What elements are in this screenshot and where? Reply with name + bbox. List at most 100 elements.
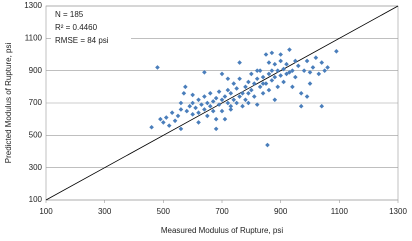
data-point	[228, 103, 234, 109]
data-point	[187, 103, 193, 109]
data-point	[319, 103, 325, 109]
data-point	[155, 65, 160, 70]
data-point	[172, 118, 178, 124]
reference-line	[45, 5, 399, 201]
data-point	[210, 99, 216, 104]
data-point	[175, 113, 181, 119]
data-point	[263, 81, 269, 86]
data-point	[295, 63, 301, 69]
data-point	[290, 84, 295, 90]
data-point	[251, 81, 257, 86]
data-point	[193, 105, 198, 111]
y-tick-label: 300	[29, 163, 43, 172]
data-point	[190, 100, 195, 106]
data-point	[304, 58, 310, 64]
data-point	[254, 68, 260, 73]
data-point	[304, 94, 310, 99]
x-tick-label: 500	[157, 207, 171, 216]
data-point	[275, 68, 281, 73]
data-point	[313, 55, 319, 61]
data-point	[190, 112, 195, 117]
y-tick-label: 700	[29, 98, 43, 107]
data-point	[213, 95, 219, 101]
data-point	[278, 52, 283, 57]
data-point	[307, 69, 313, 75]
data-point	[216, 102, 222, 107]
data-point	[222, 94, 228, 99]
annotation: RMSE = 84 psi	[55, 36, 109, 45]
data-point	[249, 71, 254, 77]
data-point	[266, 60, 272, 65]
data-point	[293, 74, 298, 80]
y-tick-label: 500	[29, 130, 43, 139]
data-point	[202, 69, 207, 75]
data-point	[149, 124, 154, 130]
y-tick-label: 1300	[24, 1, 42, 10]
x-tick-label: 100	[39, 207, 53, 216]
data-point	[205, 100, 210, 106]
data-point	[301, 68, 307, 73]
data-point	[243, 84, 248, 90]
data-point	[284, 61, 289, 67]
data-point	[272, 61, 278, 67]
data-point	[210, 108, 216, 114]
data-point	[269, 78, 275, 83]
annotation: N = 185	[55, 10, 84, 19]
data-point	[190, 92, 195, 98]
data-point	[225, 87, 231, 93]
data-point	[293, 58, 298, 64]
data-point	[196, 97, 201, 103]
y-tick-label: 100	[29, 195, 43, 204]
y-tick-label: 900	[29, 66, 43, 75]
data-point	[290, 68, 295, 73]
data-point	[178, 107, 184, 112]
data-point	[202, 107, 207, 112]
data-point	[234, 86, 239, 91]
data-point	[281, 79, 286, 85]
data-point	[237, 94, 242, 99]
x-tick-label: 900	[274, 207, 288, 216]
data-point	[240, 91, 245, 96]
data-point	[263, 52, 269, 57]
data-point	[225, 100, 231, 106]
data-point	[184, 108, 190, 114]
data-point	[237, 60, 242, 65]
data-point	[183, 84, 188, 90]
data-point	[166, 123, 172, 128]
data-point	[222, 116, 228, 122]
data-point	[207, 91, 213, 96]
data-point	[334, 48, 339, 54]
data-point	[278, 58, 283, 64]
data-point	[257, 84, 263, 90]
data-point	[163, 115, 169, 120]
data-point	[272, 97, 278, 103]
data-point	[240, 103, 245, 109]
y-tick-label: 1100	[25, 33, 43, 42]
data-point	[246, 100, 251, 106]
data-point	[207, 103, 213, 109]
data-point	[158, 116, 163, 122]
data-point	[298, 103, 304, 109]
data-point	[219, 71, 225, 77]
x-tick-label: 300	[98, 207, 112, 216]
data-point	[278, 73, 283, 78]
x-tick-label: 1100	[331, 207, 349, 216]
data-point	[325, 65, 330, 70]
data-point	[249, 87, 254, 93]
data-point	[246, 91, 251, 96]
data-point	[266, 71, 272, 77]
data-point	[196, 110, 201, 115]
data-point	[213, 126, 219, 132]
data-point	[231, 97, 237, 103]
data-point	[178, 126, 184, 132]
data-point	[225, 76, 231, 82]
data-point	[265, 142, 270, 148]
data-point	[178, 100, 184, 106]
data-point	[269, 50, 275, 56]
data-point	[161, 120, 166, 125]
annotation: R² = 0.4460	[55, 23, 98, 32]
data-point	[281, 66, 286, 72]
data-point	[260, 91, 266, 96]
data-point	[202, 94, 207, 99]
